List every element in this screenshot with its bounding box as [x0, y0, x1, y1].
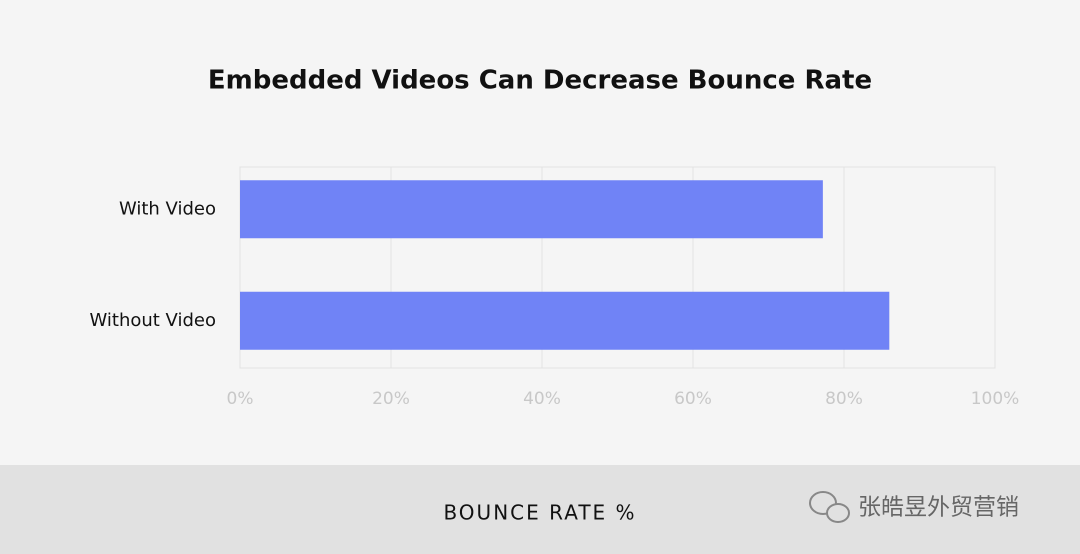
y-tick-label: Without Video — [89, 310, 216, 331]
watermark-icon — [809, 491, 850, 523]
x-tick-label: 40% — [523, 389, 561, 409]
x-tick-label: 80% — [825, 389, 863, 409]
x-tick-label: 0% — [227, 389, 254, 409]
x-tick-label: 60% — [674, 389, 712, 409]
footer-band — [0, 465, 1080, 554]
x-tick-label: 100% — [971, 389, 1020, 409]
y-tick-label: With Video — [119, 198, 216, 219]
x-axis-label: BOUNCE RATE % — [443, 501, 636, 525]
chart-title: Embedded Videos Can Decrease Bounce Rate — [208, 66, 872, 96]
x-tick-label: 20% — [372, 389, 410, 409]
watermark: 张皓昱外贸营销 — [858, 495, 1019, 521]
bar — [240, 180, 823, 239]
bar — [240, 291, 890, 350]
